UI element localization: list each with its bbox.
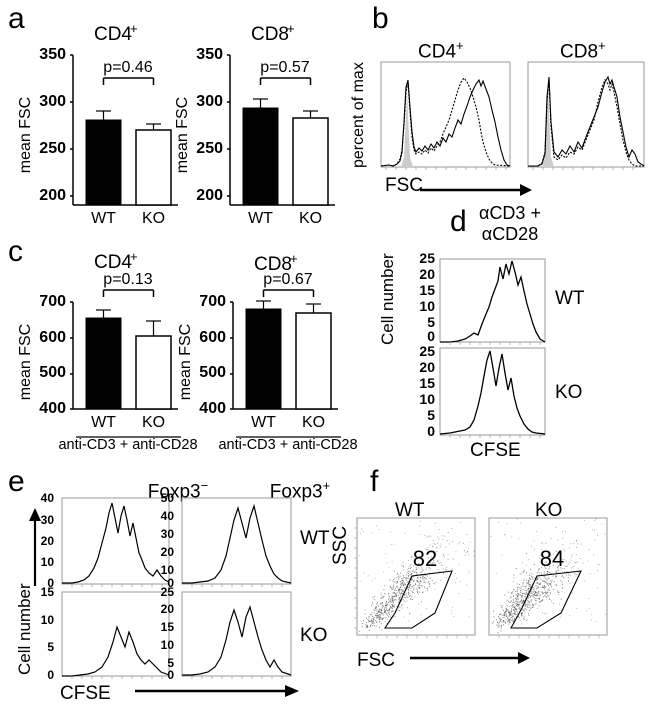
svg-text:10: 10	[41, 613, 55, 627]
svg-text:40: 40	[161, 509, 175, 523]
svg-text:+: +	[130, 249, 138, 264]
svg-text:CD8: CD8	[251, 24, 289, 45]
svg-text:25: 25	[161, 585, 175, 599]
svg-text:700: 700	[39, 293, 66, 310]
svg-text:p=0.67: p=0.67	[263, 271, 312, 288]
svg-text:p=0.57: p=0.57	[260, 59, 309, 76]
svg-text:WT: WT	[91, 210, 116, 227]
svg-text:mean FSC: mean FSC	[175, 97, 191, 173]
svg-text:400: 400	[199, 400, 226, 417]
svg-text:anti-CD3 + anti-CD28: anti-CD3 + anti-CD28	[218, 437, 357, 453]
svg-text:40: 40	[41, 491, 55, 505]
svg-text:+: +	[290, 251, 298, 266]
svg-text:600: 600	[199, 329, 226, 346]
svg-text:KO: KO	[299, 210, 322, 227]
svg-text:20: 20	[41, 534, 55, 548]
svg-text:250: 250	[196, 140, 223, 157]
svg-text:200: 200	[39, 187, 66, 204]
svg-text:mean FSC: mean FSC	[177, 324, 194, 400]
svg-text:WT: WT	[91, 414, 116, 431]
svg-text:10: 10	[419, 391, 435, 407]
svg-text:15: 15	[419, 282, 435, 298]
svg-text:KO: KO	[302, 414, 325, 431]
svg-text:15: 15	[419, 375, 435, 391]
svg-text:15: 15	[161, 620, 175, 634]
svg-text:0: 0	[167, 668, 174, 682]
svg-text:300: 300	[39, 93, 66, 110]
svg-text:84: 84	[540, 546, 564, 571]
svg-text:10: 10	[161, 563, 175, 577]
svg-text:mean FSC: mean FSC	[18, 97, 34, 173]
svg-text:+: +	[130, 21, 138, 36]
svg-text:mean FSC: mean FSC	[17, 324, 34, 400]
svg-text:25: 25	[419, 250, 435, 266]
svg-text:200: 200	[196, 187, 223, 204]
svg-text:10: 10	[41, 555, 55, 569]
svg-text:500: 500	[39, 364, 66, 381]
svg-text:20: 20	[419, 359, 435, 375]
svg-text:anti-CD3 + anti-CD28: anti-CD3 + anti-CD28	[58, 437, 197, 453]
svg-text:0: 0	[47, 668, 54, 682]
svg-text:600: 600	[39, 329, 66, 346]
svg-text:5: 5	[47, 640, 54, 654]
svg-text:350: 350	[196, 46, 223, 63]
svg-text:KO: KO	[142, 414, 165, 431]
svg-text:25: 25	[419, 343, 435, 359]
svg-text:WT: WT	[248, 210, 273, 227]
svg-text:20: 20	[161, 602, 175, 616]
svg-text:CD4: CD4	[94, 252, 132, 273]
svg-text:15: 15	[41, 585, 55, 599]
svg-text:10: 10	[419, 298, 435, 314]
svg-text:30: 30	[41, 513, 55, 527]
svg-text:700: 700	[199, 293, 226, 310]
svg-text:30: 30	[161, 527, 175, 541]
svg-text:250: 250	[39, 140, 66, 157]
svg-text:10: 10	[161, 638, 175, 652]
svg-text:WT: WT	[251, 414, 276, 431]
svg-text:0: 0	[427, 423, 435, 439]
svg-text:KO: KO	[142, 210, 165, 227]
svg-text:20: 20	[419, 266, 435, 282]
svg-text:0: 0	[427, 328, 435, 344]
svg-text:p=0.46: p=0.46	[103, 59, 152, 76]
svg-text:5: 5	[427, 407, 435, 423]
svg-text:350: 350	[39, 46, 66, 63]
svg-text:20: 20	[161, 545, 175, 559]
svg-text:500: 500	[199, 364, 226, 381]
svg-text:82: 82	[413, 546, 437, 571]
svg-text:CD4: CD4	[94, 24, 132, 45]
svg-text:+: +	[287, 21, 295, 36]
svg-text:50: 50	[161, 491, 175, 505]
svg-text:400: 400	[39, 400, 66, 417]
svg-text:300: 300	[196, 93, 223, 110]
svg-text:p=0.13: p=0.13	[103, 271, 152, 288]
